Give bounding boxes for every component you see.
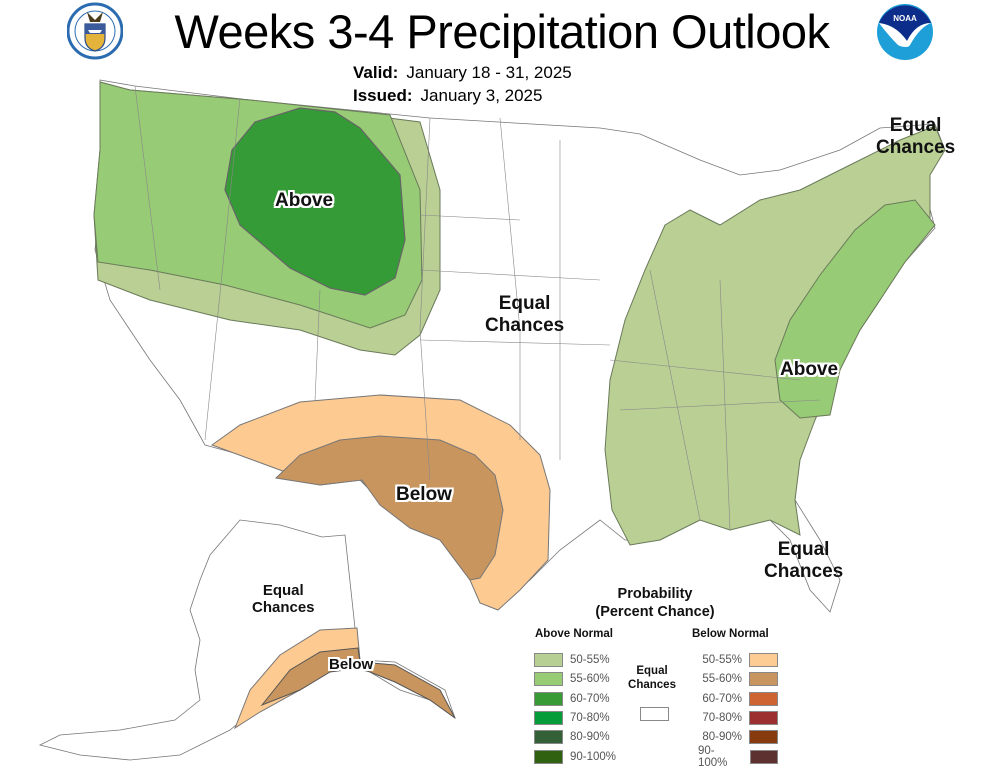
legend-title: Probability (617, 586, 693, 602)
issued-date: Issued: January 3, 2025 (353, 86, 543, 105)
legend: Probability (Percent Chance) Above Norma… (520, 586, 800, 771)
legend-below-50-55: 50-55% (698, 652, 778, 668)
legend-below-90-100: 90-100% (698, 745, 778, 769)
department-of-commerce-seal-icon (67, 2, 123, 60)
legend-equal-chances: Equal Chances (628, 665, 676, 692)
noaa-logo-icon: NOAA (877, 4, 933, 60)
legend-above-55-60: 55-60% (534, 671, 610, 687)
legend-above-header: Above Normal (535, 628, 613, 640)
legend-below-80-90: 80-90% (698, 729, 778, 745)
label-southwest-below: Below (396, 484, 452, 505)
valid-dates: Valid: January 18 - 31, 2025 (353, 63, 572, 82)
legend-above-80-90: 80-90% (534, 729, 610, 745)
legend-above-90-100: 90-100% (534, 749, 616, 765)
alaska-below-55-60 (260, 647, 456, 719)
legend-below-header: Below Normal (692, 628, 769, 640)
legend-above-60-70: 60-70% (534, 691, 610, 707)
legend-below-60-70: 60-70% (698, 691, 778, 707)
legend-above-70-80: 70-80% (534, 710, 610, 726)
legend-subtitle: (Percent Chance) (595, 604, 715, 620)
legend-below-70-80: 70-80% (698, 710, 778, 726)
midatlantic-above-55-60 (774, 199, 936, 419)
legend-below-55-60: 55-60% (698, 671, 778, 687)
label-florida-equal-chances: Equal Chances (764, 539, 844, 582)
page-title: Weeks 3-4 Precipitation Outlook (174, 5, 830, 58)
legend-above-50-55: 50-55% (534, 652, 610, 668)
northwest-above-60-70 (224, 107, 406, 296)
label-northwest-above: Above (275, 190, 334, 211)
label-northeast-equal-chances: Equal Chances (876, 115, 956, 158)
label-alaska-equal-chances: Equal Chances (252, 582, 315, 617)
alaska-outline (38, 519, 456, 761)
svg-text:NOAA: NOAA (893, 14, 917, 23)
southwest-below-55-60 (274, 435, 504, 581)
label-midatlantic-above: Above (780, 359, 839, 380)
label-alaska-below: Below (329, 656, 374, 673)
legend-equal-swatch (640, 707, 669, 721)
label-central-equal-chances: Equal Chances (485, 293, 565, 336)
